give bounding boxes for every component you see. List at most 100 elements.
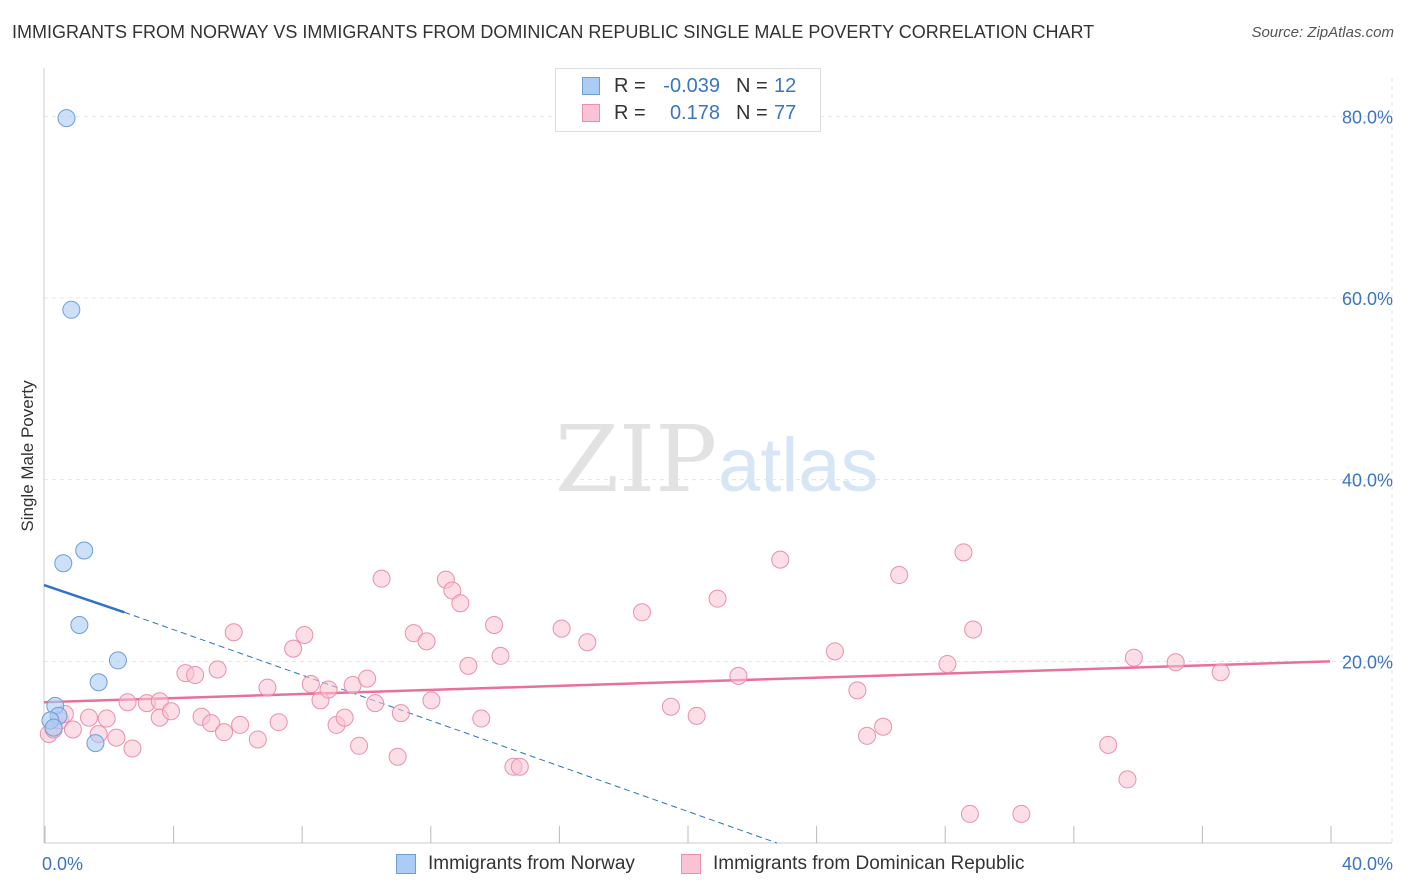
dominican-point xyxy=(186,665,205,684)
dominican-point xyxy=(1099,735,1118,754)
legend-swatch-norway xyxy=(582,77,600,95)
dominican-point xyxy=(964,620,983,639)
tick-labels: 20.0% 40.0% 60.0% 80.0% 0.0% 40.0% xyxy=(42,107,1393,874)
dominican-point xyxy=(1012,804,1031,823)
dominican-point xyxy=(729,666,748,685)
dominican-point xyxy=(231,715,250,734)
dominican-point xyxy=(954,543,973,562)
dominican-point xyxy=(319,680,338,699)
dominican-point xyxy=(1166,653,1185,672)
legend-r-label: R = xyxy=(614,74,646,97)
bottom-legend-dominican: Immigrants from Dominican Republic xyxy=(681,852,1025,876)
legend-n-value: 77 xyxy=(774,101,797,124)
norway-point xyxy=(89,673,108,692)
x-tick-label: 0.0% xyxy=(42,854,83,874)
source-credit: Source: ZipAtlas.com xyxy=(1251,24,1394,41)
dominican-point xyxy=(485,616,504,634)
legend-n-label: N = xyxy=(736,101,768,124)
dominican-point xyxy=(848,681,867,700)
watermark: ZIP atlas xyxy=(555,406,879,513)
dominican-point xyxy=(258,678,277,697)
dominican-point xyxy=(63,720,82,739)
bottom-legend-label-dominican: Immigrants from Dominican Republic xyxy=(713,853,1025,874)
watermark-atlas: atlas xyxy=(718,423,879,508)
y-tick-label: 40.0% xyxy=(1342,471,1393,491)
dominican-point xyxy=(938,655,957,674)
correlation-legend: R = -0.039 N = 12 R = 0.178 N = 77 xyxy=(555,68,821,132)
bottom-legend-label-norway: Immigrants from Norway xyxy=(428,853,635,874)
norway-trend-extension xyxy=(124,611,778,844)
legend-r-value: 0.178 xyxy=(669,101,720,124)
dominican-point xyxy=(632,603,651,622)
dominican-point xyxy=(391,704,410,723)
dominican-point xyxy=(80,708,99,727)
dominican-point xyxy=(366,694,385,713)
dominican-point xyxy=(1211,663,1230,682)
dominican-point xyxy=(208,660,227,679)
data-points xyxy=(39,109,1230,823)
axes xyxy=(43,68,1392,844)
dominican-point xyxy=(417,632,436,651)
dominican-trend-line xyxy=(43,660,1331,704)
dominican-point xyxy=(708,589,727,608)
legend-n-value: 12 xyxy=(774,74,797,97)
dominican-point xyxy=(404,624,423,643)
norway-point xyxy=(54,554,73,573)
norway-point xyxy=(108,651,127,670)
dominican-point xyxy=(295,625,314,644)
dominican-point xyxy=(578,633,597,652)
y-tick-label: 80.0% xyxy=(1342,107,1393,127)
x-tick-label: 40.0% xyxy=(1342,854,1393,874)
norway-trend-line xyxy=(43,583,125,614)
dominican-point xyxy=(107,728,126,747)
dominican-point xyxy=(422,691,441,710)
dominican-point xyxy=(459,656,478,675)
dominican-point xyxy=(388,747,407,766)
dominican-point xyxy=(510,757,529,776)
dominican-point xyxy=(687,706,706,725)
norway-point xyxy=(75,541,94,560)
norway-point xyxy=(70,616,89,634)
dominican-point xyxy=(269,713,288,732)
dominican-point xyxy=(118,693,137,712)
legend-r-value: -0.039 xyxy=(663,74,720,97)
dominican-point xyxy=(451,594,470,613)
dominican-point xyxy=(215,723,234,742)
norway-point xyxy=(62,300,81,319)
dominican-point xyxy=(224,623,243,642)
watermark-zip: ZIP xyxy=(555,406,717,513)
chart-title: IMMIGRANTS FROM NORWAY VS IMMIGRANTS FRO… xyxy=(12,22,1095,42)
dominican-point xyxy=(491,646,510,665)
dominican-point xyxy=(443,581,462,600)
dominican-point xyxy=(284,639,303,658)
dominican-point xyxy=(358,669,377,688)
dominican-point xyxy=(552,619,571,638)
bottom-legend-norway: Immigrants from Norway xyxy=(396,852,635,876)
legend-swatch-dominican xyxy=(582,104,600,122)
dominican-point xyxy=(890,566,909,585)
dominican-point xyxy=(301,675,320,694)
dominican-point xyxy=(858,726,877,745)
dominican-point xyxy=(335,708,354,727)
trend-lines xyxy=(43,583,1331,844)
y-tick-label: 20.0% xyxy=(1342,652,1393,672)
dominican-point xyxy=(661,697,680,716)
legend-row-dominican: R = 0.178 N = 77 xyxy=(556,100,796,126)
dominican-point xyxy=(97,709,116,728)
y-tick-label: 60.0% xyxy=(1342,289,1393,309)
norway-point xyxy=(86,734,105,753)
bottom-legend-swatch-dominican xyxy=(681,854,701,874)
dominican-point xyxy=(960,804,979,823)
dominican-point xyxy=(1118,770,1137,789)
dominican-point xyxy=(372,569,391,588)
dominican-point xyxy=(123,739,142,758)
dominican-point xyxy=(771,550,790,569)
norway-point xyxy=(44,718,63,737)
dominican-point xyxy=(472,709,491,728)
dominican-point xyxy=(1124,648,1143,667)
dominican-point xyxy=(825,642,844,661)
legend-r-label: R = xyxy=(614,101,646,124)
legend-row-norway: R = -0.039 N = 12 xyxy=(556,73,796,99)
legend-n-label: N = xyxy=(736,74,768,97)
